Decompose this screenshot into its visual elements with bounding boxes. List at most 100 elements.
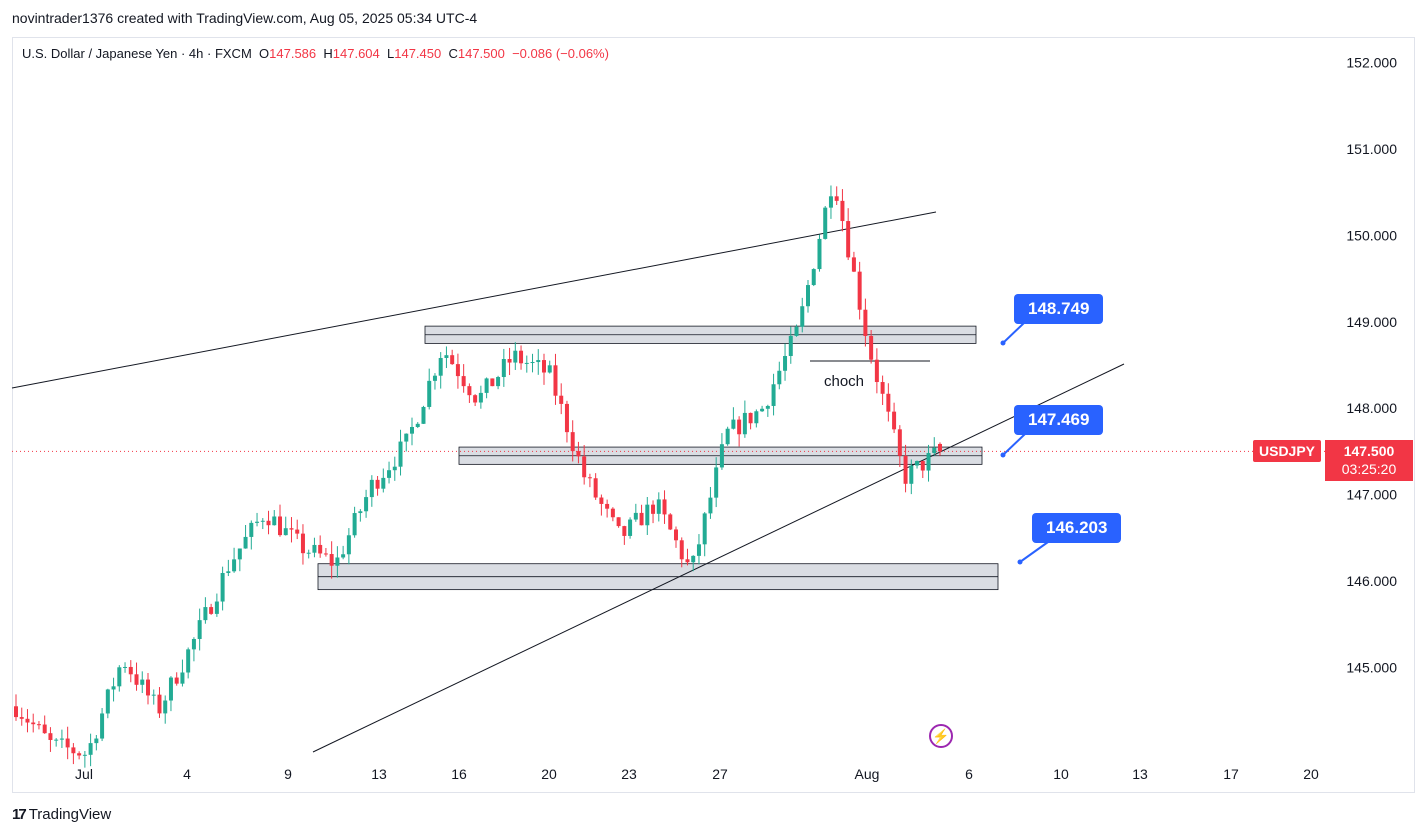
candle-body bbox=[237, 548, 242, 560]
candle-body bbox=[450, 355, 455, 365]
candle-body bbox=[220, 573, 225, 602]
candle-body bbox=[599, 497, 604, 504]
candle-body bbox=[519, 350, 524, 364]
candle-body bbox=[346, 535, 351, 555]
callout-lower[interactable]: 146.203 bbox=[1032, 513, 1122, 543]
candle-body bbox=[174, 677, 179, 684]
callout-pointer bbox=[1019, 541, 1049, 563]
candle-body bbox=[542, 360, 546, 373]
candle-body bbox=[788, 335, 793, 357]
candle-body bbox=[473, 395, 478, 403]
tradingview-logo-text: TradingView bbox=[28, 806, 112, 823]
tradingview-logo[interactable]: 17 TradingView bbox=[12, 806, 111, 823]
candle-body bbox=[691, 555, 696, 563]
tradingview-logo-icon: 17 bbox=[12, 806, 27, 823]
candle-body bbox=[863, 309, 868, 336]
candle-body bbox=[404, 433, 409, 442]
candle-body bbox=[800, 306, 805, 327]
candle-body bbox=[645, 504, 650, 526]
candle-body bbox=[633, 512, 638, 520]
candle-body bbox=[77, 753, 82, 756]
candle-body bbox=[754, 411, 759, 424]
candle-body bbox=[25, 718, 30, 723]
candle-body bbox=[323, 553, 328, 555]
candle-body bbox=[794, 326, 799, 336]
y-tick-label: 150.000 bbox=[1346, 227, 1397, 243]
candle-body bbox=[19, 717, 24, 719]
candle-body bbox=[783, 356, 788, 371]
candle-body bbox=[593, 478, 598, 498]
callout-anchor-dot bbox=[1000, 452, 1006, 458]
candle-body bbox=[111, 686, 116, 690]
candle-body bbox=[461, 376, 466, 387]
candle-body bbox=[65, 738, 70, 748]
candle-body bbox=[289, 528, 294, 530]
candle-body bbox=[748, 412, 753, 424]
x-tick-label: 13 bbox=[371, 766, 387, 782]
candle-body bbox=[203, 607, 208, 621]
symbol-badge: USDJPY bbox=[1253, 440, 1322, 462]
candle-body bbox=[507, 359, 512, 363]
instrument-label: U.S. Dollar / Japanese Yen · 4h · FXCM bbox=[22, 46, 252, 61]
candle-body bbox=[714, 467, 719, 498]
candle-body bbox=[398, 441, 403, 467]
candle-body bbox=[42, 724, 47, 734]
candle-body bbox=[335, 557, 340, 566]
candle-body bbox=[817, 238, 822, 270]
callout-middle[interactable]: 147.469 bbox=[1014, 405, 1104, 435]
candle-body bbox=[163, 700, 168, 714]
flash-icon[interactable]: ⚡ bbox=[929, 724, 953, 748]
candle-body bbox=[719, 444, 724, 468]
x-tick-label: 13 bbox=[1132, 766, 1148, 782]
candle-body bbox=[432, 375, 437, 381]
x-tick-label: 10 bbox=[1053, 766, 1069, 782]
candle-body bbox=[874, 359, 879, 383]
candle-body bbox=[82, 754, 87, 756]
candle-body bbox=[478, 392, 483, 403]
candle-body bbox=[576, 451, 581, 457]
candle-body bbox=[760, 408, 765, 412]
candle-body bbox=[392, 466, 397, 471]
candle-body bbox=[54, 739, 59, 741]
candle-body bbox=[134, 674, 139, 685]
candle-body bbox=[823, 207, 828, 239]
candle-body bbox=[490, 378, 495, 387]
low-value: 147.450 bbox=[394, 46, 442, 61]
callout-pointer bbox=[1002, 433, 1026, 456]
candle-body bbox=[674, 529, 678, 541]
candle-body bbox=[932, 447, 937, 454]
candle-body bbox=[283, 528, 288, 536]
x-tick-label: 6 bbox=[965, 766, 973, 782]
candle-body bbox=[622, 526, 627, 536]
chart-frame bbox=[12, 37, 1415, 793]
candle-body bbox=[765, 405, 770, 409]
callout-upper[interactable]: 148.749 bbox=[1014, 294, 1104, 324]
upper-trendline bbox=[11, 211, 937, 389]
x-tick-label: 4 bbox=[183, 766, 191, 782]
candle-body bbox=[702, 513, 707, 545]
last-price-badge: 147.500 bbox=[1325, 440, 1413, 460]
candle-body bbox=[232, 559, 237, 572]
candle-body bbox=[168, 677, 173, 701]
chart-credit: novintrader1376 created with TradingView… bbox=[12, 10, 478, 26]
x-tick-label: Aug bbox=[855, 766, 880, 782]
candle-body bbox=[369, 479, 374, 498]
candle-body bbox=[685, 559, 690, 563]
candle-body bbox=[157, 694, 162, 714]
candle-body bbox=[662, 499, 667, 515]
candle-body bbox=[226, 571, 231, 574]
candle-body bbox=[128, 666, 133, 675]
x-tick-label: 27 bbox=[712, 766, 728, 782]
candle-body bbox=[146, 679, 150, 696]
candle-body bbox=[260, 520, 265, 522]
callout-anchor-dot bbox=[1017, 559, 1023, 565]
x-tick-label: 23 bbox=[621, 766, 637, 782]
candle-body bbox=[312, 544, 317, 553]
symbol-legend: U.S. Dollar / Japanese Yen · 4h · FXCM O… bbox=[22, 46, 609, 61]
candle-body bbox=[524, 362, 529, 364]
open-label: O bbox=[259, 46, 270, 61]
candle-body bbox=[381, 477, 386, 489]
candle-body bbox=[387, 470, 392, 478]
candle-body bbox=[708, 497, 713, 514]
